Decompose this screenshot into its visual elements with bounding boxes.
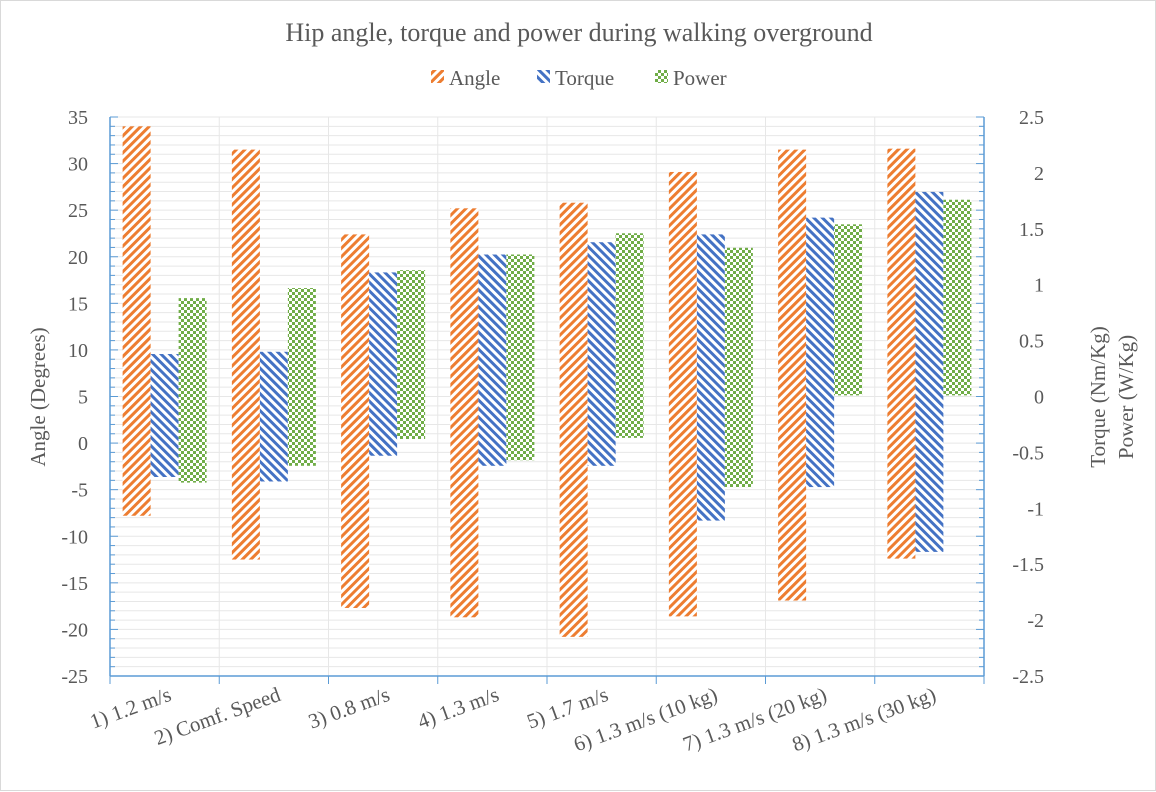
bar-angle-8 <box>887 148 916 559</box>
category-label: 2) Comf. Speed <box>151 682 284 750</box>
right-tick-label: 2.5 <box>1019 107 1044 129</box>
left-tick-label: 30 <box>68 154 88 176</box>
left-axis-ticks: 35 30 25 20 15 10 5 0 -5 -10 -15 -20 -25 <box>61 107 88 688</box>
left-tick-label: 35 <box>68 107 88 129</box>
bar-power-6 <box>724 247 753 488</box>
left-tick-label: -10 <box>61 526 88 548</box>
legend-label-angle: Angle <box>449 66 500 90</box>
axes <box>109 116 985 684</box>
right-tick-label: 2 <box>1034 163 1044 185</box>
bar-angle-2 <box>231 149 260 560</box>
legend-label-torque: Torque <box>555 66 614 90</box>
bar-torque-8 <box>915 191 944 552</box>
bar-torque-3 <box>369 272 398 456</box>
bar-torque-1 <box>150 354 179 477</box>
bars <box>122 126 972 637</box>
right-tick-label: 1 <box>1034 275 1044 297</box>
left-tick-label: -5 <box>71 480 88 502</box>
category-label: 4) 1.3 m/s <box>414 682 502 733</box>
bar-torque-6 <box>696 234 725 521</box>
legend-swatch-angle <box>431 70 444 83</box>
left-tick-label: 25 <box>68 200 88 222</box>
bar-power-8 <box>943 199 972 396</box>
bar-power-1 <box>178 298 207 483</box>
bar-torque-7 <box>806 217 835 488</box>
bar-angle-7 <box>778 149 807 601</box>
right-tick-label: -2 <box>1027 610 1044 632</box>
left-tick-label: 0 <box>78 433 88 455</box>
legend-swatch-power <box>655 70 668 83</box>
category-labels: 1) 1.2 m/s2) Comf. Speed 3) 0.8 m/s 4) 1.3… <box>87 682 939 756</box>
bar-angle-1 <box>122 126 151 516</box>
right-axis-ticks: 2.5 2 1.5 1 0.5 0 -0.5 -1 -1.5 -2 -2.5 <box>1012 107 1044 688</box>
bar-power-3 <box>397 270 426 439</box>
right-tick-label: -1.5 <box>1012 554 1044 576</box>
right-tick-label: -2.5 <box>1012 666 1044 688</box>
bar-power-4 <box>506 254 535 461</box>
legend-swatch-torque <box>537 70 550 83</box>
left-tick-label: -20 <box>61 619 88 641</box>
right-axis-title-power: Power (W/Kg) <box>1114 335 1138 459</box>
left-axis-title: Angle (Degrees) <box>26 327 50 466</box>
left-tick-label: 20 <box>68 247 88 269</box>
legend: Angle Torque Power <box>431 66 727 90</box>
bar-torque-2 <box>259 351 288 482</box>
right-tick-label: -0.5 <box>1012 442 1044 464</box>
right-tick-label: 0 <box>1034 387 1044 409</box>
category-label: 3) 0.8 m/s <box>305 682 393 733</box>
right-tick-label: -1 <box>1027 498 1044 520</box>
legend-label-power: Power <box>673 66 727 90</box>
bar-angle-5 <box>559 202 588 637</box>
right-tick-label: 1.5 <box>1019 219 1044 241</box>
bar-torque-4 <box>478 254 507 466</box>
bar-angle-6 <box>668 171 697 617</box>
right-tick-label: 0.5 <box>1019 331 1044 353</box>
left-tick-label: 10 <box>68 340 88 362</box>
left-tick-label: 15 <box>68 293 88 315</box>
bar-power-5 <box>615 233 644 438</box>
bar-angle-3 <box>341 234 370 608</box>
bar-angle-4 <box>450 208 479 618</box>
right-axis-title-torque: Torque (Nm/Kg) <box>1086 326 1110 467</box>
bar-torque-5 <box>587 242 616 466</box>
bar-power-2 <box>287 288 316 466</box>
left-tick-label: 5 <box>78 387 88 409</box>
left-tick-label: -25 <box>61 666 88 688</box>
bar-power-7 <box>834 224 863 396</box>
chart-title: Hip angle, torque and power during walki… <box>285 18 872 47</box>
left-tick-label: -15 <box>61 573 88 595</box>
